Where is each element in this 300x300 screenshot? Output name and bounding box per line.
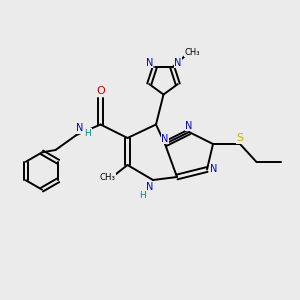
- Text: O: O: [97, 86, 106, 96]
- Text: N: N: [185, 121, 193, 131]
- Text: N: N: [161, 134, 169, 144]
- Text: S: S: [236, 133, 244, 143]
- Text: H: H: [85, 129, 91, 138]
- Text: CH₃: CH₃: [99, 173, 115, 182]
- Text: N: N: [210, 164, 217, 175]
- Text: CH₃: CH₃: [184, 48, 200, 57]
- Text: N: N: [174, 58, 182, 68]
- Text: N: N: [76, 123, 84, 134]
- Text: N: N: [146, 182, 154, 192]
- Text: H: H: [139, 190, 146, 200]
- Text: N: N: [146, 58, 153, 68]
